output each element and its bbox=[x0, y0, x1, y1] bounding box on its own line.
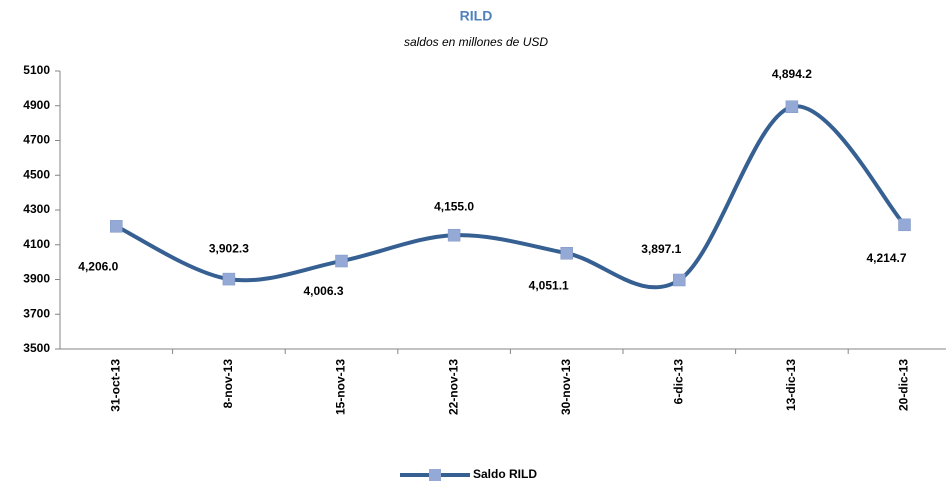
data-label: 4,206.0 bbox=[78, 260, 118, 274]
legend-label: Saldo RILD bbox=[473, 467, 537, 481]
x-tick-label: 20-dic-13 bbox=[897, 359, 911, 411]
marker bbox=[110, 220, 123, 233]
marker bbox=[335, 254, 348, 268]
marker bbox=[785, 100, 799, 114]
data-label: 4,051.1 bbox=[529, 278, 569, 292]
x-tick-label: 15-nov-13 bbox=[334, 359, 348, 415]
marker bbox=[560, 246, 573, 260]
y-tick-label: 4700 bbox=[23, 133, 50, 147]
y-tick-label: 5100 bbox=[23, 63, 50, 77]
data-label: 3,902.3 bbox=[209, 241, 249, 255]
chart-subtitle: saldos en millones de USD bbox=[404, 35, 548, 49]
y-tick-label: 3700 bbox=[23, 306, 50, 320]
y-tick-label: 4100 bbox=[23, 237, 50, 251]
data-label: 4,894.2 bbox=[772, 67, 812, 81]
x-tick-label: 8-nov-13 bbox=[221, 359, 235, 409]
x-tick-label: 6-dic-13 bbox=[671, 359, 685, 405]
y-tick-label: 4900 bbox=[23, 98, 50, 112]
x-tick-label: 22-nov-13 bbox=[446, 359, 460, 415]
data-label: 3,897.1 bbox=[641, 242, 681, 256]
y-tick-label: 4300 bbox=[23, 202, 50, 216]
data-label: 4,006.3 bbox=[303, 284, 343, 298]
data-label: 4,214.7 bbox=[866, 251, 906, 265]
marker bbox=[447, 228, 461, 242]
x-tick-label: 31-oct-13 bbox=[108, 359, 122, 412]
legend-marker bbox=[429, 469, 441, 481]
marker bbox=[898, 218, 911, 232]
chart-title: RILD bbox=[460, 8, 493, 24]
data-label: 4,155.0 bbox=[434, 199, 474, 213]
y-tick-label: 3500 bbox=[23, 341, 50, 355]
marker bbox=[673, 273, 686, 287]
marker bbox=[222, 272, 236, 286]
y-tick-label: 4500 bbox=[23, 167, 50, 181]
x-tick-label: 13-dic-13 bbox=[784, 359, 798, 411]
y-tick-label: 3900 bbox=[23, 272, 50, 286]
x-tick-label: 30-nov-13 bbox=[559, 359, 573, 415]
series-line bbox=[115, 104, 906, 290]
